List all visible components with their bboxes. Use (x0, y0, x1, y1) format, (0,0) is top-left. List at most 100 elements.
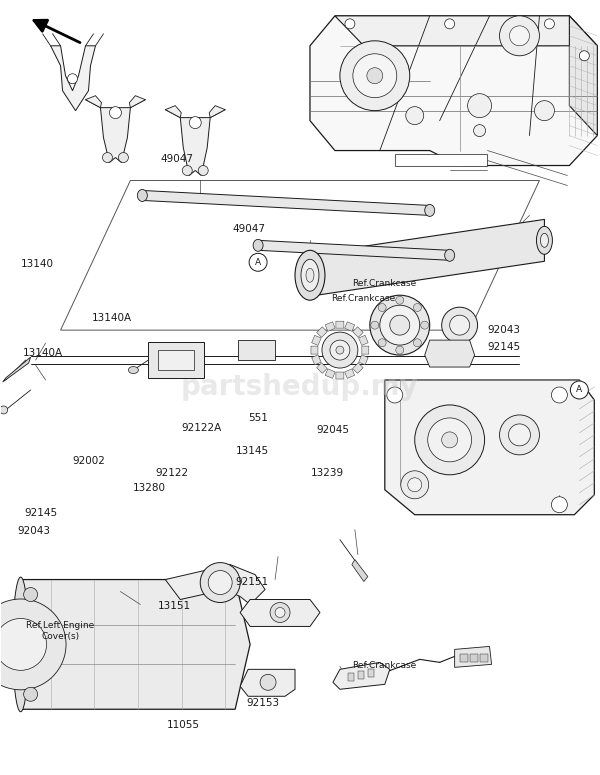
Circle shape (275, 608, 285, 618)
Polygon shape (142, 191, 430, 215)
Circle shape (270, 602, 290, 622)
Polygon shape (310, 16, 598, 166)
Polygon shape (425, 340, 475, 367)
Circle shape (442, 307, 478, 343)
Circle shape (449, 315, 470, 335)
Text: A: A (576, 385, 583, 394)
Polygon shape (317, 327, 327, 337)
Circle shape (345, 19, 355, 29)
Text: 92043: 92043 (17, 525, 50, 536)
Polygon shape (460, 654, 467, 663)
Polygon shape (352, 560, 368, 581)
Circle shape (413, 339, 421, 346)
Text: 13239: 13239 (310, 467, 343, 477)
Text: Ref.Left Engine
Cover(s): Ref.Left Engine Cover(s) (26, 622, 95, 641)
Circle shape (371, 321, 379, 329)
Polygon shape (2, 357, 31, 382)
Circle shape (509, 26, 529, 46)
Polygon shape (166, 105, 181, 118)
Circle shape (396, 296, 404, 305)
Polygon shape (336, 372, 344, 379)
Circle shape (396, 346, 404, 354)
Text: 92045: 92045 (316, 425, 349, 435)
Circle shape (544, 19, 554, 29)
Circle shape (23, 687, 38, 701)
Circle shape (413, 304, 421, 312)
Text: Ref.Crankcase: Ref.Crankcase (331, 294, 395, 303)
Polygon shape (11, 580, 250, 709)
Circle shape (406, 107, 424, 125)
Polygon shape (333, 663, 390, 689)
Polygon shape (158, 350, 194, 370)
Circle shape (208, 570, 232, 594)
Ellipse shape (13, 577, 29, 711)
Polygon shape (310, 219, 544, 296)
Polygon shape (335, 16, 598, 46)
Polygon shape (362, 346, 369, 354)
Text: 92122: 92122 (155, 467, 188, 477)
Text: 49047: 49047 (161, 154, 194, 164)
Text: 13140A: 13140A (91, 313, 131, 323)
Polygon shape (385, 380, 595, 515)
Circle shape (500, 415, 539, 455)
Text: 13145: 13145 (236, 446, 269, 456)
Polygon shape (130, 95, 145, 108)
Circle shape (380, 305, 420, 345)
Circle shape (336, 346, 344, 354)
Circle shape (473, 125, 485, 136)
Polygon shape (479, 654, 488, 663)
Text: 49047: 49047 (233, 224, 266, 234)
Polygon shape (353, 363, 363, 374)
Polygon shape (166, 565, 265, 604)
Circle shape (0, 406, 8, 414)
Text: 92043: 92043 (487, 325, 520, 335)
Polygon shape (50, 46, 95, 111)
Polygon shape (311, 336, 321, 346)
Text: 13280: 13280 (133, 483, 166, 493)
Circle shape (182, 166, 192, 175)
Polygon shape (395, 153, 487, 166)
Ellipse shape (306, 268, 314, 282)
Circle shape (23, 587, 38, 601)
Text: partshedup.my: partshedup.my (181, 373, 419, 401)
Polygon shape (180, 118, 210, 175)
Polygon shape (325, 369, 335, 378)
Polygon shape (209, 105, 225, 118)
Circle shape (260, 674, 276, 691)
Text: Ref.Crankcase: Ref.Crankcase (352, 661, 416, 670)
Polygon shape (258, 240, 449, 260)
Circle shape (378, 304, 386, 312)
Text: 92145: 92145 (487, 342, 520, 352)
Circle shape (370, 295, 430, 355)
Circle shape (551, 387, 568, 403)
Ellipse shape (425, 205, 434, 216)
Polygon shape (344, 322, 355, 332)
Text: 92153: 92153 (247, 698, 280, 708)
Circle shape (580, 51, 589, 60)
Text: 92145: 92145 (25, 508, 58, 518)
Text: 551: 551 (248, 413, 268, 423)
Polygon shape (470, 654, 478, 663)
Polygon shape (148, 342, 204, 378)
Text: 92122A: 92122A (181, 422, 221, 432)
Ellipse shape (137, 189, 148, 202)
Circle shape (428, 418, 472, 462)
Polygon shape (240, 600, 320, 626)
Circle shape (535, 101, 554, 121)
Polygon shape (311, 355, 321, 365)
Text: 13151: 13151 (158, 601, 191, 611)
Circle shape (442, 432, 458, 448)
Circle shape (118, 153, 128, 163)
Circle shape (387, 387, 403, 403)
Circle shape (421, 321, 429, 329)
Text: 11055: 11055 (167, 721, 200, 730)
Polygon shape (317, 363, 327, 374)
Text: A: A (255, 258, 261, 267)
Circle shape (408, 478, 422, 492)
Circle shape (103, 153, 112, 163)
Text: 13140A: 13140A (23, 348, 62, 358)
Polygon shape (348, 673, 354, 681)
Polygon shape (358, 671, 364, 680)
Ellipse shape (295, 250, 325, 300)
Text: 13140: 13140 (22, 259, 55, 269)
